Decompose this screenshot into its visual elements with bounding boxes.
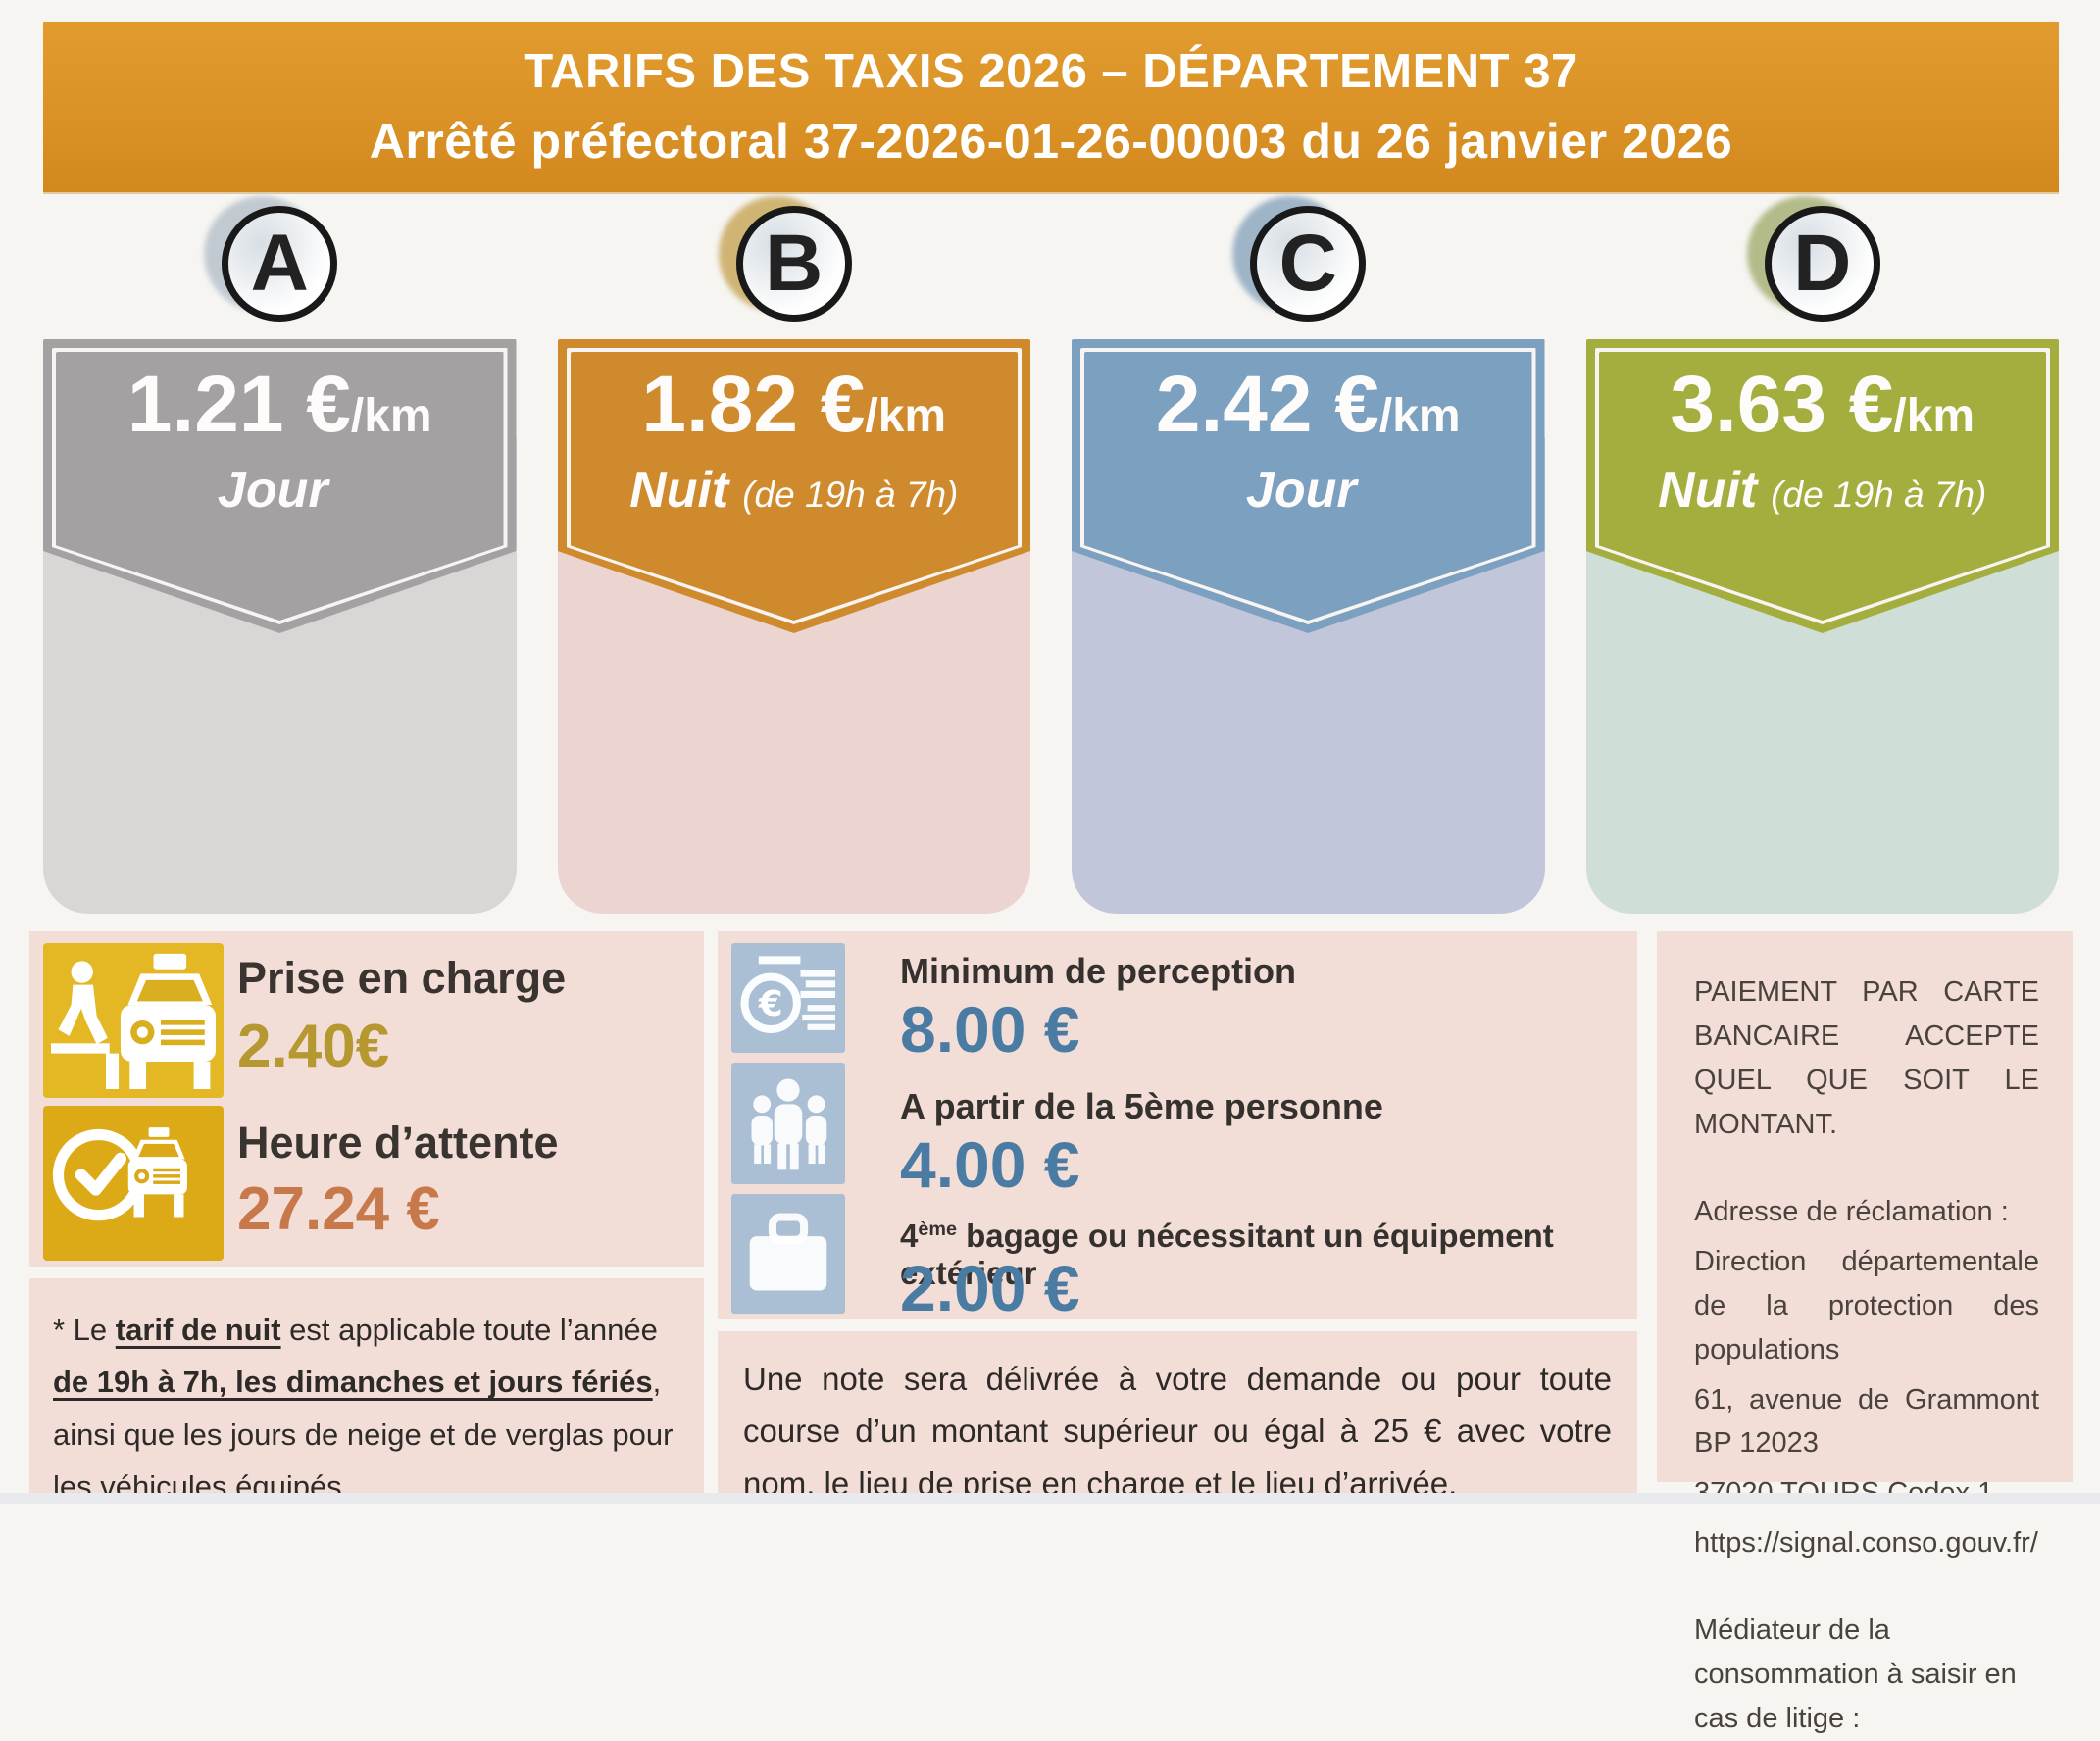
tariff-letter: A xyxy=(222,206,338,322)
page-title-banner: TARIFS DES TAXIS 2026 – DÉPARTEMENT 37 A… xyxy=(43,22,2059,192)
page-title: TARIFS DES TAXIS 2026 – DÉPARTEMENT 37 xyxy=(524,45,1578,98)
tariff-period: Nuit xyxy=(629,462,729,519)
tariff-price-unit: /km xyxy=(1893,390,1975,442)
pickup-value: 2.40€ xyxy=(237,1013,390,1080)
fee-label-part: 4 xyxy=(900,1218,919,1254)
fee-value: 8.00 € xyxy=(900,993,1080,1066)
fee-label-superscript: ème xyxy=(918,1219,957,1240)
claim-url: https://signal.conso.gouv.fr/ xyxy=(1694,1527,2038,1560)
tariff-price-unit: /km xyxy=(1378,390,1461,442)
tariff-card-b: B 1.82 € /km Nuit (de 19h à 7h) Course d… xyxy=(557,196,1030,914)
tariff-price: 1.82 € xyxy=(641,360,866,449)
waiting-value: 27.24 € xyxy=(237,1175,440,1243)
footnote-emphasis: de 19h à 7h, les dimanches et jours féri… xyxy=(53,1365,653,1400)
tariff-letter: C xyxy=(1250,206,1367,322)
scan-bottom-edge xyxy=(0,1493,2100,1504)
tariff-period: Jour xyxy=(217,462,328,519)
tariff-period-detail: (de 19h à 7h) xyxy=(742,474,959,515)
tariff-letter-badge: B xyxy=(718,196,852,322)
fee-label-part: bagage ou nécessitant un équipement exté… xyxy=(900,1218,1554,1291)
fee-value: 2.00 € xyxy=(900,1252,1080,1324)
fee-value: 4.00 € xyxy=(900,1128,1080,1201)
page-subtitle: Arrêté préfectoral 37-2026-01-26-00003 d… xyxy=(369,114,1733,169)
svg-text:€: € xyxy=(758,984,783,1024)
tariff-price-unit: /km xyxy=(865,390,947,442)
waiting-icon-tile xyxy=(43,1106,224,1261)
fee-icon-tile xyxy=(731,1194,845,1314)
payment-info-panel: PAIEMENT PAR CARTE BANCAIRE ACCEPTE QUEL… xyxy=(1657,931,2073,1734)
tariff-price-unit: /km xyxy=(350,390,432,442)
tariff-letter-badge: D xyxy=(1746,196,1880,322)
tariff-price-flag: 2.42 € /km Jour xyxy=(1072,339,1545,633)
footnote-part: * Le xyxy=(53,1313,116,1347)
claim-address-line: 61, avenue de Grammont BP 12023 xyxy=(1694,1383,2039,1460)
tariff-price-flag: 3.63 € /km Nuit (de 19h à 7h) xyxy=(1585,339,2059,633)
tariff-cards-row: A 1.21 € /km Jour Course de jour avec re… xyxy=(43,196,2059,914)
tariff-letter-badge: C xyxy=(1232,196,1367,322)
fee-icon-tile: € xyxy=(731,943,845,1053)
suitcase-icon xyxy=(739,1205,837,1303)
waiting-label: Heure d’attente xyxy=(237,1118,559,1168)
tariff-card-a: A 1.21 € /km Jour Course de jour avec re… xyxy=(43,196,517,914)
tariff-period: Jour xyxy=(1245,462,1357,519)
walking-passenger-taxi-icon xyxy=(51,952,216,1089)
pickup-label: Prise en charge xyxy=(237,953,567,1003)
euro-coins-icon: € xyxy=(739,951,837,1045)
tariff-card-c: C 2.42 € /km Jour Course de jour, avec r… xyxy=(1072,196,1545,914)
waiting-clock-taxi-icon xyxy=(51,1115,216,1252)
night-tariff-footnote-panel: * Le tarif de nuit est applicable toute … xyxy=(29,1278,704,1504)
receipt-note-panel: Une note sera délivrée à votre demande o… xyxy=(718,1331,1637,1502)
footnote-emphasis: tarif de nuit xyxy=(115,1313,281,1347)
footnote-part: est applicable toute l’année xyxy=(280,1313,658,1347)
mediator-notice: Médiateur de la consommation à saisir en… xyxy=(1694,1615,2017,1735)
claim-address-heading: Adresse de réclamation : xyxy=(1694,1195,2009,1227)
tariff-card-d: D 3.63 € /km Nuit (de 19h à 7h) Course d… xyxy=(1585,196,2059,914)
fee-label: 4ème bagage ou nécessitant un équipement… xyxy=(900,1218,1637,1292)
tariff-letter: B xyxy=(735,206,852,322)
scanned-taxi-tariff-poster: { "header": { "line1": "TARIFS DES TAXIS… xyxy=(0,22,2100,1735)
tariff-price-flag: 1.82 € /km Nuit (de 19h à 7h) xyxy=(557,339,1030,633)
fee-label: A partir de la 5ème personne xyxy=(900,1086,1383,1126)
pickup-icon-tile xyxy=(43,943,224,1098)
claim-address-line: Direction départementale de la protectio… xyxy=(1694,1245,2039,1366)
base-charges-panel: Prise en charge 2.40€ xyxy=(29,931,704,1267)
tariff-price: 2.42 € xyxy=(1155,360,1379,449)
tariff-price: 3.63 € xyxy=(1670,360,1894,449)
receipt-note-text: Une note sera délivrée à votre demande o… xyxy=(743,1361,1612,1502)
surcharges-panel: € Minimum de perception 8.00 € xyxy=(718,931,1637,1324)
fee-label: Minimum de perception xyxy=(900,951,1297,991)
tariff-letter-badge: A xyxy=(204,196,338,322)
tariff-price: 1.21 € xyxy=(126,360,351,449)
tariff-price-flag: 1.21 € /km Jour xyxy=(43,339,517,633)
tariff-period-detail: (de 19h à 7h) xyxy=(1771,474,1987,515)
tariff-letter: D xyxy=(1764,206,1880,322)
footnote-part: , ainsi que les jours de neige et de ver… xyxy=(53,1365,674,1504)
passengers-icon xyxy=(739,1070,837,1176)
footnote-text: * Le tarif de nuit est applicable toute … xyxy=(53,1304,682,1513)
tariff-period: Nuit xyxy=(1658,462,1758,519)
card-payment-notice: PAIEMENT PAR CARTE BANCAIRE ACCEPTE QUEL… xyxy=(1694,976,2039,1140)
fee-icon-tile xyxy=(731,1063,845,1184)
